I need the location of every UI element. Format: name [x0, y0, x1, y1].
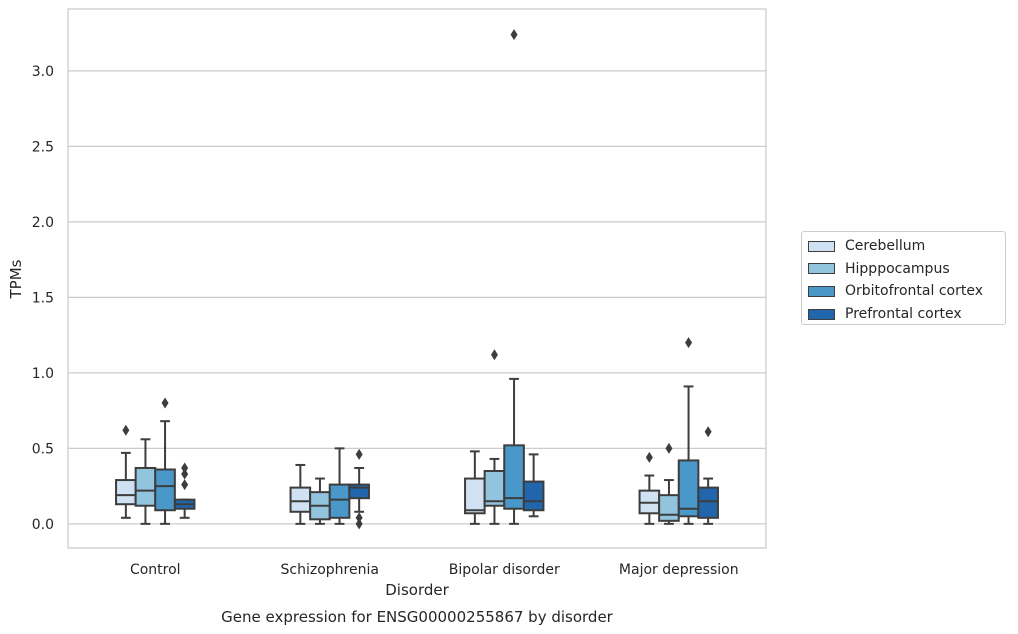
- legend-swatch: [808, 308, 835, 320]
- chart-caption: Gene expression for ENSG00000255867 by d…: [221, 608, 614, 626]
- box-iqr: [697, 486, 719, 519]
- legend-label: Hipppocampus: [845, 260, 950, 277]
- box-hipppocampus: [134, 438, 157, 525]
- x-axis-label: Disorder: [385, 581, 449, 599]
- outlier-point: [181, 468, 189, 480]
- x-tick-label: Control: [130, 562, 181, 578]
- plot-frame: [67, 8, 767, 549]
- x-tick-label: Major depression: [619, 562, 739, 578]
- legend-label: Orbitofrontal cortex: [845, 283, 983, 300]
- x-tick-label: Bipolar disorder: [449, 562, 560, 578]
- outlier-point: [665, 442, 673, 454]
- y-tick-label: 1.5: [32, 290, 54, 306]
- x-tick-labels: Control Schizophrenia Bipolar disorder Majo…: [130, 562, 739, 578]
- gridlines: [68, 70, 766, 525]
- y-tick-label: 3.0: [32, 64, 54, 80]
- y-tick-labels: 0.0 0.5 1.0 1.5 2.0 2.5 3.0: [32, 64, 54, 533]
- legend-swatch: [808, 263, 835, 275]
- legend-item: Orbitofrontal cortex: [808, 280, 1005, 303]
- box-cerebellum: [638, 451, 661, 525]
- outlier-point: [490, 349, 498, 361]
- y-tick-label: 1.0: [32, 366, 54, 382]
- box-orbitofrontal-cortex: [677, 337, 700, 525]
- box-orbitofrontal-cortex: [503, 29, 525, 525]
- box-elements: [115, 29, 719, 530]
- outlier-point: [355, 518, 363, 530]
- legend-item: Cerebellum: [808, 235, 1005, 258]
- box-prefrontal-cortex: [697, 426, 719, 525]
- x-tick-label: Schizophrenia: [281, 562, 379, 578]
- legend-item: Prefrontal cortex: [808, 303, 1005, 326]
- y-tick-label: 0.0: [32, 517, 54, 533]
- box-iqr: [134, 466, 157, 507]
- outlier-point: [161, 397, 169, 409]
- box-cerebellum: [115, 424, 137, 519]
- legend-swatch: [808, 240, 835, 252]
- legend-label: Prefrontal cortex: [845, 306, 962, 323]
- box-iqr: [115, 479, 137, 506]
- y-tick-label: 2.5: [32, 139, 54, 155]
- outlier-point: [685, 337, 693, 349]
- box-prefrontal-cortex: [173, 462, 196, 519]
- outlier-point: [181, 479, 189, 491]
- outlier-point: [122, 424, 130, 436]
- outlier-point: [355, 448, 363, 460]
- box-cerebellum: [464, 450, 486, 525]
- box-hipppocampus: [309, 477, 331, 525]
- legend-label: Cerebellum: [845, 238, 926, 255]
- box-orbitofrontal-cortex: [154, 397, 176, 525]
- outlier-point: [181, 462, 189, 474]
- box-iqr: [154, 468, 176, 512]
- box-iqr: [503, 444, 525, 510]
- box-iqr: [464, 477, 486, 515]
- y-tick-label: 0.5: [32, 441, 54, 457]
- box-hipppocampus: [483, 349, 506, 525]
- box-iqr: [658, 494, 680, 522]
- legend-swatch: [808, 285, 835, 297]
- legend: Cerebellum Hipppocampus Orbitofrontal cort…: [801, 231, 1006, 325]
- box-iqr: [522, 480, 545, 512]
- box-prefrontal-cortex: [348, 448, 370, 530]
- box-orbitofrontal-cortex: [328, 447, 351, 525]
- y-tick-label: 2.0: [32, 215, 54, 231]
- box-iqr: [289, 486, 312, 513]
- box-hipppocampus: [658, 442, 680, 525]
- outlier-point: [510, 29, 518, 41]
- outlier-point: [355, 512, 363, 524]
- legend-item: Hipppocampus: [808, 258, 1005, 281]
- outlier-point: [645, 451, 653, 463]
- y-axis-label: TPMs: [7, 259, 25, 299]
- box-cerebellum: [289, 463, 312, 525]
- box-prefrontal-cortex: [522, 453, 545, 518]
- box-iqr: [328, 483, 351, 519]
- outlier-point: [704, 426, 712, 438]
